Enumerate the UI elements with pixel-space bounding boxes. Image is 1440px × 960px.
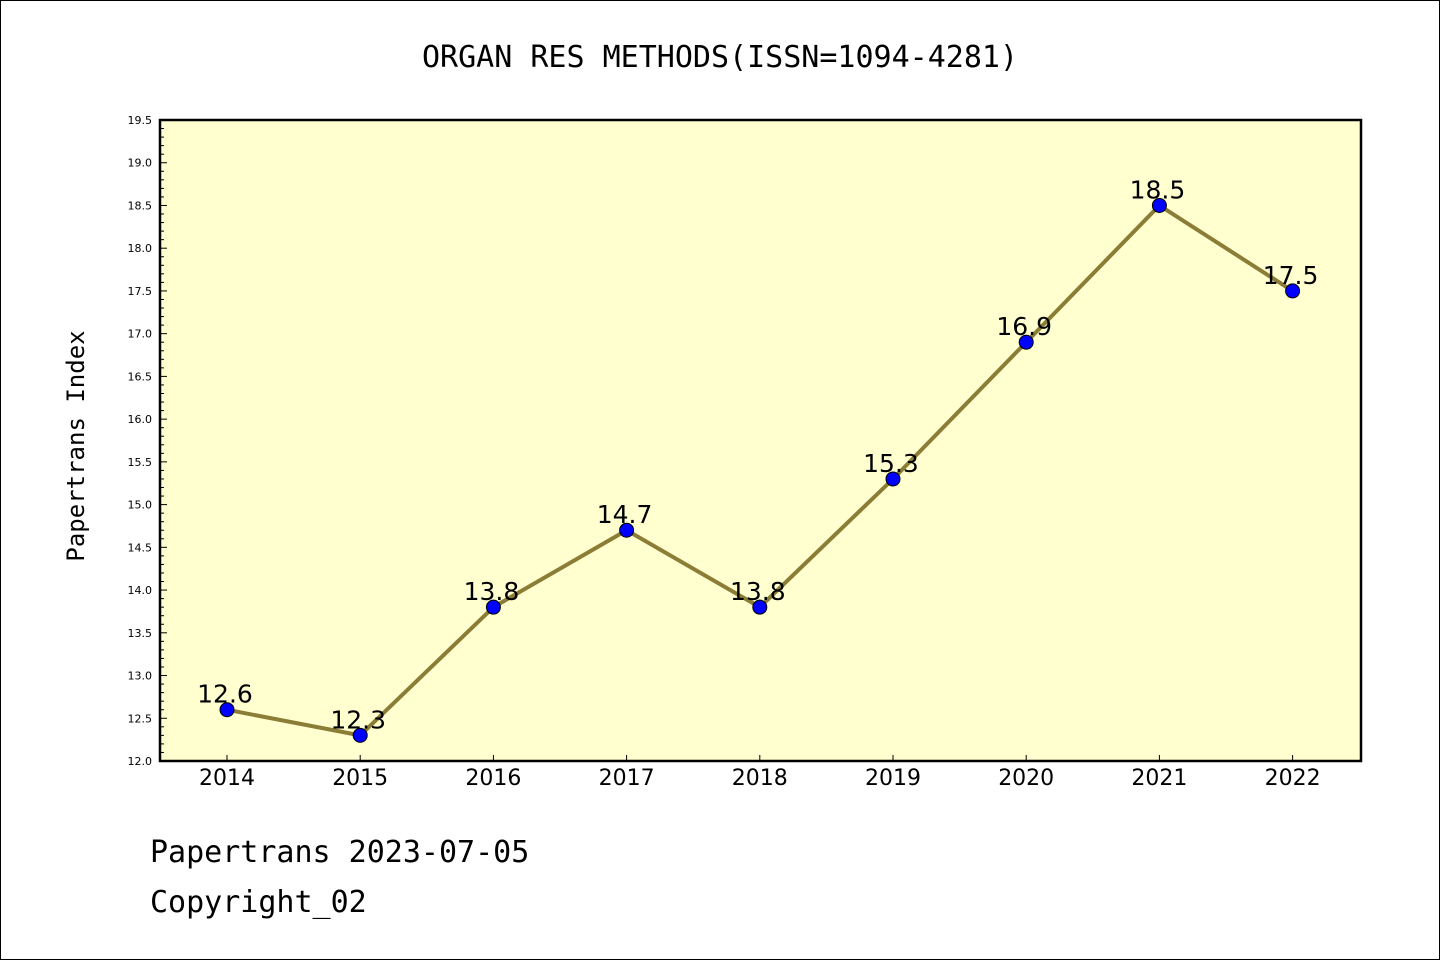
data-label-2017: 14.7 <box>597 500 653 529</box>
data-label-2020: 16.9 <box>996 312 1052 341</box>
y-axis: 12.0 12.5 13.0 13.5 14.0 14.5 15.0 15.5 16.0 16.5… <box>128 114 167 768</box>
y-tick-label: 16.5 <box>128 370 153 383</box>
y-tick-label: 13.5 <box>128 627 153 640</box>
y-tick-label: 15.0 <box>128 499 153 512</box>
x-tick-label: 2022 <box>1265 766 1321 791</box>
footer-date-line: Papertrans 2023-07-05 <box>150 835 530 870</box>
data-label-2021: 18.5 <box>1130 175 1186 204</box>
data-point-2021 <box>1151 197 1167 213</box>
data-point-2016 <box>485 599 501 615</box>
chart-title: ORGAN RES METHODS(ISSN=1094-4281) <box>422 40 1018 75</box>
y-tick-label: 17.5 <box>128 285 153 298</box>
x-tick-label: 2018 <box>732 766 788 791</box>
plot-border <box>158 118 1363 763</box>
data-point-2020 <box>1018 334 1034 350</box>
data-point-2018 <box>752 599 768 615</box>
footer-copyright: Copyright_02 <box>150 885 367 920</box>
x-tick-label: 2017 <box>599 766 655 791</box>
y-tick-label: 19.5 <box>128 114 153 127</box>
plot-area <box>160 120 1361 761</box>
data-point-2022 <box>1285 283 1301 299</box>
x-tick-label: 2015 <box>332 766 388 791</box>
data-label-2014: 12.6 <box>197 680 253 709</box>
x-tick-label: 2019 <box>865 766 921 791</box>
data-point-2015 <box>352 727 368 743</box>
y-tick-label: 16.0 <box>128 413 153 426</box>
series-line <box>219 197 1301 743</box>
y-tick-label: 14.0 <box>128 584 153 597</box>
y-tick-label: 12.5 <box>128 712 153 725</box>
data-labels: 12.6 12.3 13.8 14.7 13.8 15.3 16.9 18.5 17.5 <box>197 175 1318 734</box>
y-tick-label: 13.0 <box>128 670 153 683</box>
x-axis: 2014 2015 2016 2017 2018 2019 2020 2021 2022 <box>199 755 1321 791</box>
data-label-2018: 13.8 <box>730 577 786 606</box>
data-point-2019 <box>885 471 901 487</box>
y-tick-label: 18.5 <box>128 199 153 212</box>
data-point-2014 <box>219 702 235 718</box>
y-axis-label: Papertrans Index <box>62 330 90 561</box>
x-tick-label: 2016 <box>465 766 521 791</box>
y-tick-label: 12.0 <box>128 755 153 768</box>
data-label-2022: 17.5 <box>1263 261 1319 290</box>
y-tick-label: 17.0 <box>128 328 153 341</box>
y-tick-label: 15.5 <box>128 456 153 469</box>
x-tick-label: 2014 <box>199 766 255 791</box>
data-label-2015: 12.3 <box>330 705 386 734</box>
data-point-2017 <box>619 522 635 538</box>
data-label-2019: 15.3 <box>863 449 919 478</box>
y-tick-label: 19.0 <box>128 157 153 170</box>
y-tick-label: 18.0 <box>128 242 153 255</box>
data-label-2016: 13.8 <box>464 577 520 606</box>
x-tick-label: 2020 <box>998 766 1054 791</box>
x-tick-label: 2021 <box>1131 766 1187 791</box>
y-tick-label: 14.5 <box>128 541 153 554</box>
